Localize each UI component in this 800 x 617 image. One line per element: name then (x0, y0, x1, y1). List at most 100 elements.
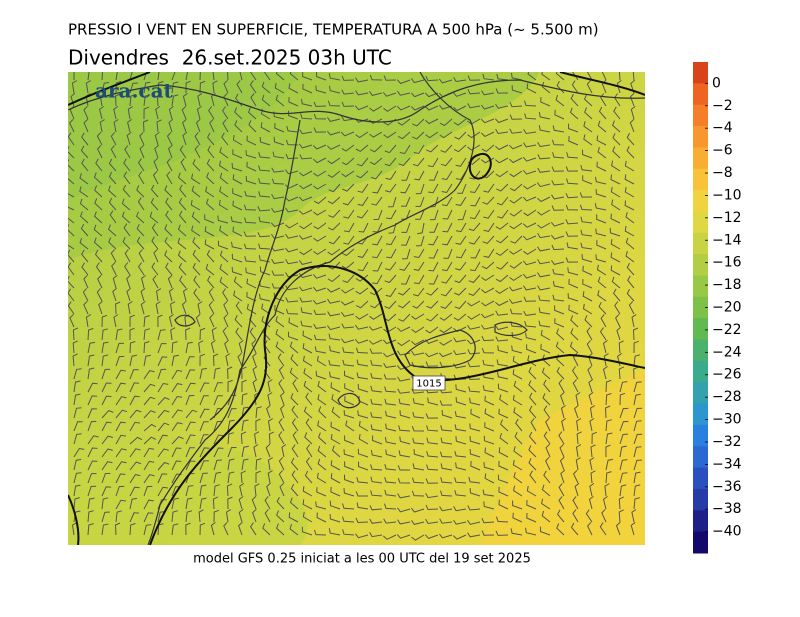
wind-barb (509, 183, 523, 192)
wind-barb (453, 337, 467, 343)
footer: model GFS 0.25 iniciat a les 00 UTC del … (193, 552, 531, 567)
wind-barb (544, 456, 551, 471)
wind-barb (205, 186, 215, 198)
temperature-zone (68, 420, 308, 545)
wind-barb (356, 157, 369, 167)
wind-barb (358, 434, 369, 445)
wind-barb (467, 88, 481, 95)
wind-barb (209, 313, 215, 328)
wind-barb (94, 185, 103, 198)
wind-barb (274, 83, 285, 94)
wind-barb (596, 161, 607, 172)
wind-barb (413, 274, 425, 285)
wind-barb (108, 237, 117, 250)
wind-barb (289, 523, 299, 536)
wind-barb (633, 433, 643, 445)
wind-barb (415, 209, 425, 220)
wind-barb (136, 236, 145, 250)
wind-barb (574, 404, 579, 419)
wind-barb (597, 290, 607, 302)
wind-barb (171, 409, 183, 419)
wind-barb (509, 222, 523, 230)
map-subtitle: Divendres 26.set.2025 03h UTC (68, 46, 392, 70)
wind-barb (626, 262, 635, 276)
wind-barb (382, 352, 397, 358)
wind-barb (249, 327, 257, 341)
wind-barb (101, 395, 112, 406)
wind-barb (428, 183, 439, 194)
wind-barb (537, 196, 551, 203)
wind-barb (288, 110, 299, 120)
wind-barb (253, 444, 259, 458)
wind-barb (261, 94, 271, 107)
wind-barb (87, 328, 94, 341)
wind-barb (317, 420, 327, 432)
wind-barb (543, 379, 551, 393)
wind-barb (455, 157, 467, 167)
wind-barb (633, 393, 641, 406)
wind-barb (230, 216, 243, 224)
wind-barb (180, 158, 187, 172)
wind-barb (442, 209, 453, 220)
wind-barb (328, 261, 341, 270)
wind-barb (354, 105, 369, 111)
wind-barb (411, 388, 425, 394)
colorbar-label: −26 (712, 367, 742, 383)
wind-barb (498, 460, 509, 471)
wind-barb (298, 234, 313, 240)
wind-barb (213, 484, 220, 497)
wind-barb (299, 222, 313, 230)
wind-barb (340, 300, 355, 306)
wind-barb (588, 495, 594, 510)
wind-barb (567, 293, 579, 302)
wind-barb (87, 341, 96, 354)
wind-barb (530, 418, 537, 432)
wind-barb (199, 395, 209, 406)
wind-barb (312, 144, 327, 150)
wind-barb (185, 460, 196, 471)
wind-barb (481, 530, 495, 536)
wind-barb (397, 376, 411, 382)
wind-barb (185, 382, 196, 393)
wind-barb (127, 106, 133, 120)
wind-barb (565, 166, 579, 172)
wind-barb (383, 518, 397, 524)
wind-barb (413, 449, 425, 458)
wind-barb (101, 497, 109, 510)
wind-barb (87, 354, 95, 367)
wind-barb (313, 113, 327, 120)
wind-barb (626, 132, 635, 146)
wind-barb (97, 274, 103, 289)
wind-barb (369, 518, 383, 524)
wind-barb (558, 483, 565, 497)
wind-barb (80, 211, 89, 224)
wind-barb (317, 458, 327, 471)
wind-barb (327, 248, 341, 256)
wind-barb (171, 395, 183, 406)
wind-barb (210, 521, 216, 536)
wind-barb (369, 313, 383, 320)
wind-barb (251, 339, 257, 354)
wind-barb (559, 443, 565, 458)
wind-barb (467, 361, 481, 368)
wind-barb (528, 367, 537, 380)
wind-barb (344, 461, 355, 471)
wind-barb (415, 183, 425, 195)
wind-barb (619, 459, 628, 471)
wind-barb (386, 248, 397, 259)
wind-barb (580, 229, 593, 237)
wind-barb (340, 131, 355, 137)
wind-barb (589, 418, 595, 432)
wind-barb (236, 80, 243, 94)
wind-barb (277, 353, 285, 367)
wind-barb (246, 291, 257, 302)
wind-barb (569, 341, 579, 354)
wind-barb (344, 474, 355, 484)
wind-barb (596, 240, 607, 250)
colorbar-label: −16 (712, 255, 742, 271)
wind-barb (509, 196, 523, 204)
wind-barb (254, 431, 260, 445)
wind-barb (99, 119, 105, 133)
wind-barb (498, 447, 509, 458)
wind-barb (223, 79, 229, 94)
